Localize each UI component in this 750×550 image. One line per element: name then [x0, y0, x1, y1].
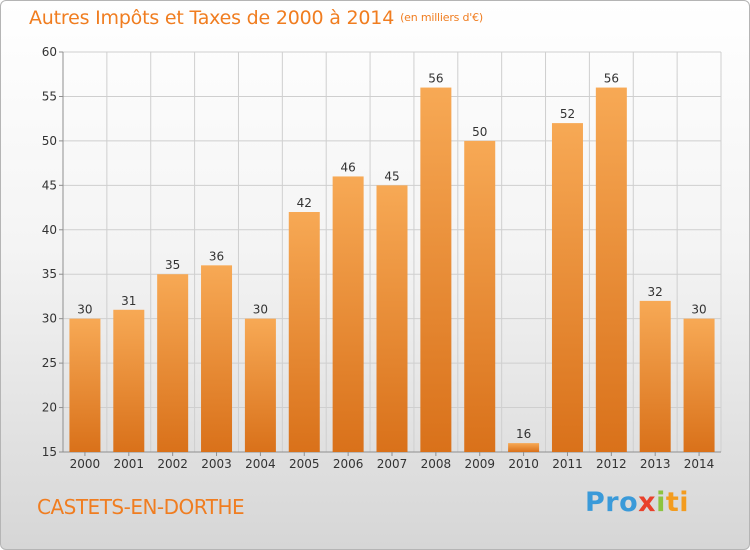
bar-value-label: 36 — [209, 249, 224, 263]
bars — [69, 87, 715, 453]
chart-unit: (en milliers d'€) — [400, 11, 483, 24]
bar-value-label: 35 — [165, 258, 180, 272]
x-tick-label: 2001 — [114, 457, 145, 471]
x-tick-label: 2009 — [464, 457, 495, 471]
chart-title: Autres Impôts et Taxes de 2000 à 2014 (en… — [29, 7, 483, 29]
x-tick-label: 2007 — [377, 457, 408, 471]
bar-value-label: 52 — [560, 107, 575, 121]
bar-value-label: 31 — [121, 294, 136, 308]
x-tick-label: 2005 — [289, 457, 320, 471]
logo-part-4: ti — [665, 487, 690, 518]
y-tick-label: 45 — [42, 178, 57, 192]
y-tick-label: 30 — [42, 312, 57, 326]
logo-part-3: i — [656, 487, 666, 518]
y-tick-label: 40 — [42, 223, 57, 237]
x-tick-label: 2014 — [684, 457, 715, 471]
y-tick-label: 60 — [42, 45, 57, 59]
town-name: CASTETS-EN-DORTHE — [37, 495, 245, 519]
x-tick-label: 2004 — [245, 457, 276, 471]
y-tick-label: 25 — [42, 356, 57, 370]
x-tick-label: 2002 — [157, 457, 188, 471]
bar — [288, 212, 320, 452]
bar — [332, 176, 364, 452]
bar-value-label: 42 — [297, 196, 312, 210]
x-tick-label: 2003 — [201, 457, 232, 471]
x-tick-label: 2011 — [552, 457, 583, 471]
bar — [376, 185, 408, 453]
bar — [157, 274, 189, 452]
bar — [639, 300, 671, 452]
x-tick-label: 2012 — [596, 457, 627, 471]
bar — [551, 123, 583, 452]
x-tick-label: 2010 — [508, 457, 539, 471]
bar — [683, 318, 715, 452]
bar — [113, 309, 145, 452]
bar-value-label: 16 — [516, 427, 531, 441]
chart-title-text: Autres Impôts et Taxes de 2000 à 2014 — [29, 7, 395, 29]
bar-value-label: 45 — [384, 169, 399, 183]
bar-value-label: 30 — [253, 303, 268, 317]
bar — [464, 140, 496, 452]
logo-part-2: x — [638, 487, 657, 518]
bar-value-label: 30 — [691, 303, 706, 317]
y-tick-label: 35 — [42, 267, 57, 281]
bar — [244, 318, 276, 452]
y-tick-label: 55 — [42, 89, 57, 103]
bar — [595, 87, 627, 453]
proxiti-logo: Proxiti — [585, 487, 689, 518]
y-tick-label: 50 — [42, 134, 57, 148]
labels: 15 20 25 30 35 40 45 50 55 60 30 2000 31 2001 35 2002 36… — [42, 45, 715, 471]
bar-value-label: 32 — [648, 285, 663, 299]
y-tick-label: 20 — [42, 401, 57, 415]
x-tick-label: 2000 — [70, 457, 101, 471]
bar-value-label: 56 — [428, 72, 443, 86]
y-tick-label: 15 — [42, 445, 57, 459]
x-tick-label: 2013 — [640, 457, 671, 471]
logo-part-1: Pro — [585, 487, 639, 518]
x-tick-label: 2008 — [421, 457, 452, 471]
bar — [201, 265, 233, 452]
bar-value-label: 30 — [77, 303, 92, 317]
x-tick-label: 2006 — [333, 457, 364, 471]
bar — [420, 87, 452, 453]
bar — [69, 318, 101, 452]
bar-value-label: 50 — [472, 125, 487, 139]
bar — [508, 443, 540, 452]
bar-value-label: 56 — [604, 72, 619, 86]
bar-value-label: 46 — [340, 160, 355, 174]
